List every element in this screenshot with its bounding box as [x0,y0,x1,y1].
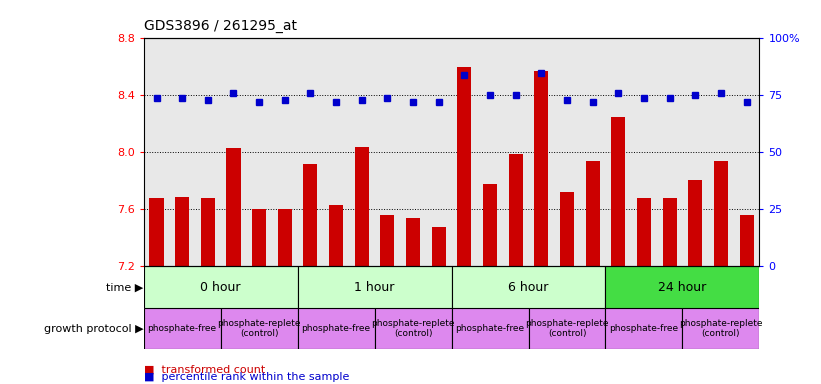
Bar [560,192,574,266]
Bar [637,198,651,266]
Text: ■  percentile rank within the sample: ■ percentile rank within the sample [144,372,349,382]
Bar [606,266,759,308]
Text: phosphate-free: phosphate-free [301,324,370,333]
Bar [221,308,298,349]
Text: 6 hour: 6 hour [508,281,548,294]
Bar [688,180,702,266]
Bar [144,308,221,349]
Bar [457,67,471,266]
Bar [432,227,446,266]
Text: phosphate-replete
(control): phosphate-replete (control) [679,319,763,338]
Bar [175,197,189,266]
Bar [201,198,215,266]
Bar [304,164,318,266]
Text: phosphate-replete
(control): phosphate-replete (control) [371,319,455,338]
Text: growth protocol ▶: growth protocol ▶ [44,324,144,334]
Bar [144,266,298,308]
Text: phosphate-free: phosphate-free [456,324,525,333]
Bar [252,210,266,266]
Text: time ▶: time ▶ [107,282,144,292]
Bar [452,308,529,349]
Text: ■  transformed count: ■ transformed count [144,364,265,374]
Bar [149,198,163,266]
Text: phosphate-free: phosphate-free [148,324,217,333]
Text: GDS3896 / 261295_at: GDS3896 / 261295_at [144,19,296,33]
Bar [227,148,241,266]
Bar [483,184,497,266]
Bar [682,308,759,349]
Bar [612,117,626,266]
Text: phosphate-replete
(control): phosphate-replete (control) [218,319,300,338]
Text: phosphate-replete
(control): phosphate-replete (control) [525,319,608,338]
Bar [374,308,452,349]
Bar [380,215,394,266]
Bar [452,266,606,308]
Bar [298,266,452,308]
Bar [509,154,523,266]
Text: 0 hour: 0 hour [200,281,241,294]
Bar [606,308,682,349]
Bar [663,198,677,266]
Bar [740,215,754,266]
Bar [406,218,420,266]
Text: 1 hour: 1 hour [355,281,395,294]
Bar [534,71,548,266]
Text: phosphate-free: phosphate-free [609,324,678,333]
Bar [329,205,343,266]
Bar [277,210,291,266]
Text: 24 hour: 24 hour [658,281,707,294]
Bar [585,161,599,266]
Bar [529,308,606,349]
Bar [355,147,369,266]
Bar [298,308,374,349]
Bar [714,161,728,266]
